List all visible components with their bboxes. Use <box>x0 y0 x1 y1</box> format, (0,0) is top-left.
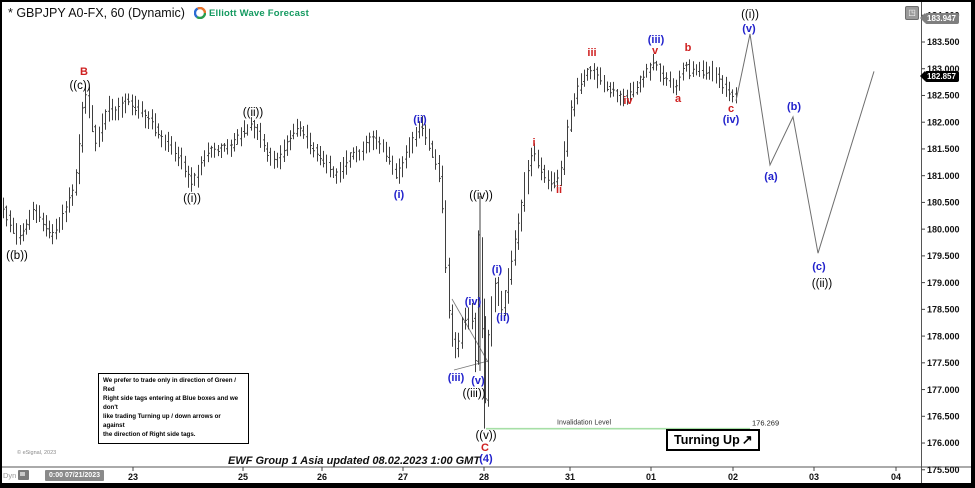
session-start-badge: 0:00 07/21/2023 <box>45 470 104 481</box>
wave-label: ((iv)) <box>469 190 493 202</box>
wave-label: (i) <box>394 189 405 201</box>
wave-label: (c) <box>812 261 826 273</box>
high-price-badge: 183.947 <box>920 13 959 24</box>
price-tick-label: 175.500 <box>927 465 960 475</box>
date-tick-label: 28 <box>479 472 489 482</box>
price-tick-label: 178.000 <box>927 331 960 341</box>
wave-label: ((iii)) <box>463 388 486 400</box>
wave-label: c <box>728 103 734 115</box>
trend-channel-line <box>453 360 489 371</box>
north-east-arrow-icon: ↗ <box>741 432 753 447</box>
chart-style-icon[interactable] <box>18 470 29 480</box>
price-tick-label: 183.500 <box>927 37 960 47</box>
wave-label: (v) <box>471 375 485 387</box>
wave-label: ((ii)) <box>812 278 833 290</box>
symbol-title: * GBPJPY A0-FX, 60 (Dynamic) <box>8 6 185 20</box>
wave-label: v <box>652 45 659 57</box>
wave-label: C <box>481 442 489 454</box>
wave-label: (a) <box>764 171 778 183</box>
last-price-value: 182.857 <box>927 72 956 81</box>
wave-label: (4) <box>479 453 493 465</box>
ohlc-bars <box>3 53 737 407</box>
elliott-wave-forecast-logo-icon <box>194 7 206 19</box>
price-tick-label: 182.500 <box>927 91 960 101</box>
disclaimer-box: We prefer to trade only in direction of … <box>98 373 249 444</box>
disclaimer-line: the direction of Right side tags. <box>103 430 196 438</box>
disclaimer-line: We prefer to trade only in direction of … <box>103 377 236 393</box>
brand-name: Elliott Wave Forecast <box>209 7 309 19</box>
turning-up-signal-box: Turning Up ↗ <box>666 429 760 451</box>
window-border <box>0 483 975 488</box>
date-tick-label: 25 <box>238 472 248 482</box>
price-tick-label: 179.000 <box>927 278 960 288</box>
price-tick-label: 181.500 <box>927 144 960 154</box>
turning-up-label: Turning Up <box>674 433 740 447</box>
badge-arrow-icon <box>920 71 925 81</box>
wave-label: (ii) <box>413 114 427 126</box>
wave-label: (v) <box>742 23 756 35</box>
window-border <box>0 0 2 488</box>
date-tick-label: 03 <box>809 472 819 482</box>
date-tick-label: 23 <box>128 472 138 482</box>
wave-label: iv <box>623 95 633 107</box>
price-tick-label: 180.500 <box>927 198 960 208</box>
date-tick-label: 31 <box>565 472 575 482</box>
disclaimer-line: Right side tags entering at Blue boxes a… <box>103 394 239 411</box>
price-tick-label: 182.000 <box>927 117 960 127</box>
window-border <box>971 0 975 488</box>
window-border <box>0 0 975 2</box>
invalidation-level-value: 176.269 <box>752 419 779 428</box>
high-price-value: 183.947 <box>927 14 956 23</box>
wave-label: (iii) <box>648 34 665 46</box>
badge-arrow-icon <box>920 13 925 23</box>
price-tick-label: 181.000 <box>927 171 960 181</box>
wave-label: B <box>80 66 88 78</box>
wave-label: (iv) <box>465 296 482 308</box>
price-tick-label: 179.500 <box>927 251 960 261</box>
date-tick-label: 02 <box>728 472 738 482</box>
wave-label: (b) <box>787 101 801 113</box>
wave-label: (i) <box>492 264 503 276</box>
expand-chart-icon[interactable]: ◳ <box>905 6 919 20</box>
date-tick-label: 26 <box>317 472 327 482</box>
disclaimer-line: like trading Turning up / down arrows or… <box>103 412 221 429</box>
dynamic-mode-label: Dyn <box>3 471 17 480</box>
brand-watermark: Elliott Wave Forecast <box>194 7 309 19</box>
wave-label: iii <box>587 47 596 59</box>
wave-label: ((b)) <box>6 250 28 262</box>
price-tick-label: 178.500 <box>927 305 960 315</box>
price-tick-label: 177.500 <box>927 358 960 368</box>
wave-label: ii <box>556 184 562 196</box>
last-price-badge: 182.857 <box>920 71 959 82</box>
wave-label: (ii) <box>496 312 510 324</box>
price-tick-label: 176.000 <box>927 438 960 448</box>
wave-label: (iv) <box>723 114 740 126</box>
invalidation-level-label: Invalidation Level <box>557 420 612 427</box>
copyright-text: © eSignal, 2023 <box>17 450 57 456</box>
date-tick-label: 01 <box>646 472 656 482</box>
wave-label: ((c)) <box>69 80 90 92</box>
trend-channel-line <box>451 298 489 363</box>
price-tick-label: 177.000 <box>927 385 960 395</box>
date-tick-label: 04 <box>891 472 901 482</box>
wave-label: i <box>532 137 535 149</box>
wave-label: ((i)) <box>183 193 201 205</box>
wave-label: ((v)) <box>475 430 496 442</box>
wave-label: ((i)) <box>741 9 759 21</box>
price-tick-label: 180.000 <box>927 224 960 234</box>
projection-zigzag-line <box>735 33 875 254</box>
price-tick-label: 183.000 <box>927 64 960 74</box>
price-tick-label: 176.500 <box>927 411 960 421</box>
wave-label: (iii) <box>448 372 465 384</box>
wave-label: ((ii)) <box>243 107 264 119</box>
date-tick-label: 27 <box>398 472 408 482</box>
analyst-update-note: EWF Group 1 Asia updated 08.02.2023 1:00… <box>228 455 481 467</box>
wave-label: b <box>685 42 692 54</box>
wave-label: a <box>675 93 682 105</box>
